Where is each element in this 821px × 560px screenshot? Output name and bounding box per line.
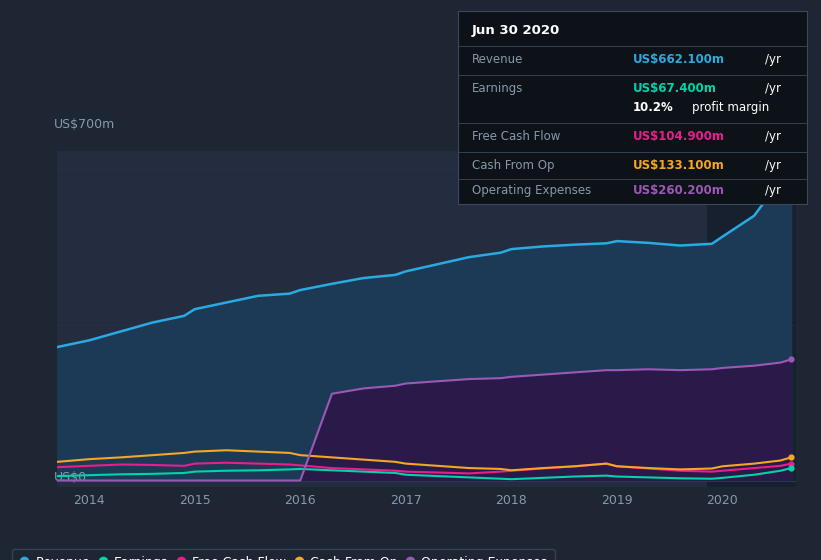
Text: Earnings: Earnings — [472, 82, 524, 95]
Text: US$0: US$0 — [54, 471, 87, 484]
Text: Jun 30 2020: Jun 30 2020 — [472, 24, 560, 37]
Text: 10.2%: 10.2% — [633, 101, 673, 114]
Text: /yr: /yr — [765, 130, 781, 143]
Text: Cash From Op: Cash From Op — [472, 159, 554, 172]
Text: /yr: /yr — [765, 82, 781, 95]
Text: profit margin: profit margin — [692, 101, 769, 114]
Text: Operating Expenses: Operating Expenses — [472, 184, 591, 197]
Bar — [707, 151, 801, 487]
Text: /yr: /yr — [765, 53, 781, 66]
Text: Free Cash Flow: Free Cash Flow — [472, 130, 561, 143]
Text: US$260.200m: US$260.200m — [633, 184, 724, 197]
Text: Revenue: Revenue — [472, 53, 524, 66]
Text: US$104.900m: US$104.900m — [633, 130, 725, 143]
Text: US$133.100m: US$133.100m — [633, 159, 724, 172]
Text: US$67.400m: US$67.400m — [633, 82, 717, 95]
Text: US$662.100m: US$662.100m — [633, 53, 725, 66]
Text: US$700m: US$700m — [54, 118, 115, 131]
Text: /yr: /yr — [765, 184, 781, 197]
Text: /yr: /yr — [765, 159, 781, 172]
Legend: Revenue, Earnings, Free Cash Flow, Cash From Op, Operating Expenses: Revenue, Earnings, Free Cash Flow, Cash … — [12, 549, 555, 560]
